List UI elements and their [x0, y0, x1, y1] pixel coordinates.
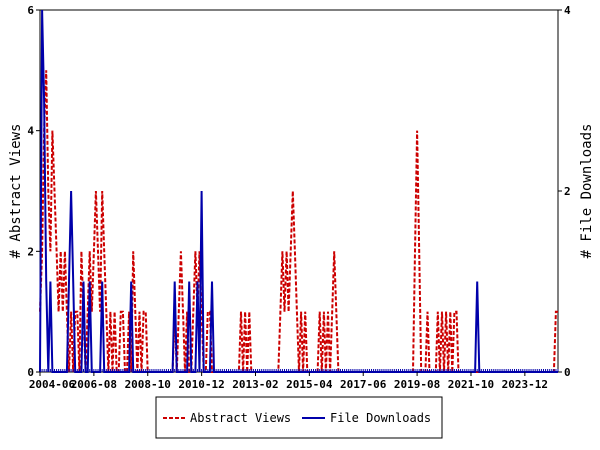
legend-label-abstract-views: Abstract Views: [190, 411, 291, 425]
x-tick-label: 2015-04: [286, 378, 333, 391]
y-left-tick-label: 4: [27, 125, 34, 138]
legend-label-file-downloads: File Downloads: [330, 411, 431, 425]
x-tick-label: 2006-08: [71, 378, 117, 391]
x-tick-label: 2019-08: [394, 378, 440, 391]
x-tick-label: 2010-12: [178, 378, 224, 391]
x-tick-label: 2004-06: [29, 378, 76, 391]
legend-box: [155, 396, 443, 439]
plot-frame: [39, 9, 559, 373]
x-tick-label: 2017-06: [340, 378, 387, 391]
y-right-tick-label: 2: [564, 185, 571, 198]
x-tick-label: 2013-02: [232, 378, 278, 391]
y-right-tick-label: 0: [564, 366, 571, 379]
x-tick-label: 2023-12: [502, 378, 548, 391]
legend: Abstract Views File Downloads: [155, 396, 443, 439]
y-left-tick-label: 2: [27, 245, 34, 258]
x-tick-label: 2021-10: [448, 378, 494, 391]
y-left-axis-title: # Abstract Views: [8, 124, 24, 259]
y-left-axis-ticks: 0 2 4 6: [27, 4, 40, 379]
x-tick-label: 2008-10: [125, 378, 171, 391]
y-right-axis-ticks: 0 2 4: [558, 4, 571, 379]
y-right-tick-label: 4: [564, 4, 571, 17]
y-left-tick-label: 0: [27, 366, 34, 379]
y-left-tick-label: 6: [27, 4, 34, 17]
y-right-axis-title: # File Downloads: [579, 124, 595, 259]
